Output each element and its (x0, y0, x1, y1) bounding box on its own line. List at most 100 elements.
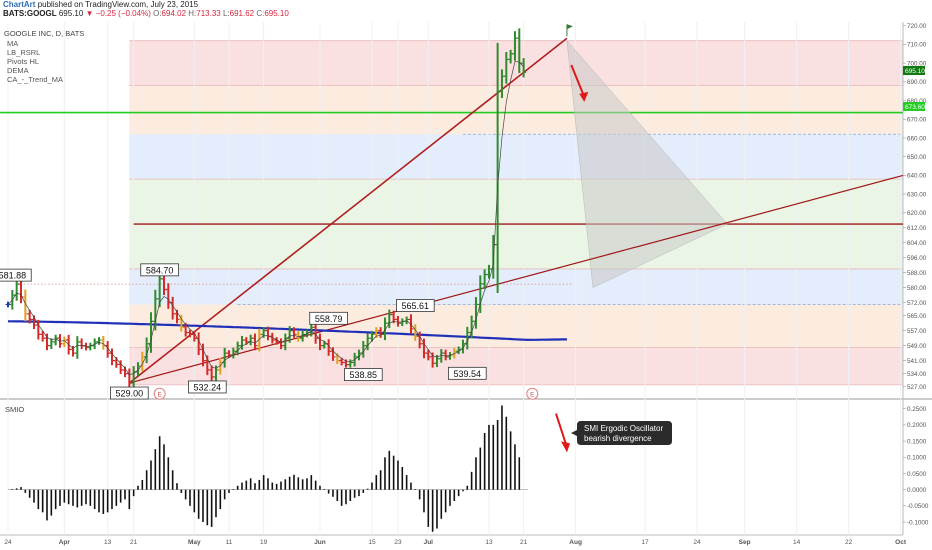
earnings-letter: E (530, 391, 535, 398)
zone-band (129, 85, 904, 135)
pivot-box (344, 368, 383, 382)
price-arrow-head (579, 91, 589, 102)
publisher-line: ChartArt published on TradingView.com, J… (3, 0, 198, 10)
trend-ma-line[interactable] (8, 320, 567, 342)
price-tick-label: 527.00 (907, 384, 927, 391)
pivot-label[interactable]: 581.88 (0, 268, 32, 282)
dema-line (7, 60, 524, 376)
price-tick-label: 557.00 (907, 328, 927, 335)
price-arrow-line (570, 64, 586, 98)
time-tick-label: Apr (59, 539, 71, 546)
time-tick-label: 24 (693, 539, 701, 546)
zone-band (129, 268, 904, 305)
pivot-label[interactable]: 565.61 (396, 299, 435, 312)
price-tick-label: 565.00 (907, 313, 927, 320)
price-tick-label: 640.00 (907, 173, 927, 180)
projection-cone-shape[interactable] (566, 39, 728, 289)
lower-trendline[interactable] (129, 174, 904, 384)
earnings-circle (526, 387, 539, 400)
level-price-badge-text: 673.60 (905, 104, 925, 111)
dema-curve[interactable] (7, 60, 524, 376)
flag-icon[interactable] (566, 24, 573, 30)
smio-tick-label: -0.1000 (907, 519, 929, 526)
level-price-badge-bg (903, 102, 925, 111)
legend-item-pivots[interactable]: Pivots HL (7, 57, 39, 66)
price-tick-label: 580.00 (907, 285, 927, 292)
pivot-box (396, 299, 435, 312)
earnings-marker[interactable]: E (153, 387, 166, 400)
price-tick-label: 690.00 (907, 79, 927, 86)
close-label: C: (256, 9, 265, 18)
pivot-text: 584.70 (146, 265, 174, 275)
pivot-text: 565.61 (402, 301, 430, 311)
price-tick-label: 680.00 (907, 98, 927, 105)
price-tick-label: 596.00 (907, 255, 927, 262)
pivot-text: 538.85 (350, 370, 378, 380)
time-tick-label: 13 (485, 539, 493, 546)
open-label: O: (153, 9, 162, 18)
price-tick-label: 620.00 (907, 210, 927, 217)
time-tick-label: 19 (260, 539, 268, 546)
price-tick-label: 612.00 (907, 225, 927, 232)
price-tick-label: 720.00 (907, 23, 927, 30)
chart-header: ChartArt published on TradingView.com, J… (0, 0, 932, 20)
low-value: 691.62 (229, 9, 255, 18)
last-price: 695.10 (58, 9, 84, 18)
smio-pane: 0.2500 0.2000 0.1500 0.1000 0.0500 0.0000 -0.0… (8, 405, 929, 532)
price-tick-label: 572.00 (907, 300, 927, 307)
time-tick-label: 17 (641, 539, 649, 546)
time-tick-label: Jun (314, 539, 326, 546)
pivot-label[interactable]: 584.70 (140, 263, 179, 277)
time-tick-label: Jul (424, 539, 434, 546)
legend-item-dema[interactable]: DEMA (7, 66, 29, 75)
price-tick-label: 534.00 (907, 371, 927, 378)
pivot-label[interactable]: 529.00 (110, 386, 149, 400)
earnings-letter: E (157, 391, 162, 398)
price-tick-label: 670.00 (907, 117, 927, 124)
price-axis: 720.00 710.00 700.00 690.00 680.00 670.00 660.… (903, 23, 927, 391)
smio-tick-label: 0.1500 (907, 438, 927, 445)
smio-tick-label: -0.0500 (907, 503, 929, 510)
pivot-text: 581.88 (0, 271, 26, 281)
pivot-label[interactable]: 538.85 (344, 368, 383, 382)
legend-item-lb-rsrl[interactable]: LB_RSRL (7, 48, 40, 57)
price-tick-label: 549.00 (907, 343, 927, 350)
zone-band (129, 347, 904, 385)
time-tick-label: Aug (569, 539, 582, 546)
pivot-box (0, 268, 32, 282)
pivot-text: 558.79 (315, 314, 343, 324)
last-price-badge: 695.10 (903, 66, 925, 75)
pivot-text: 532.24 (194, 382, 222, 392)
pivot-text: 529.00 (116, 389, 144, 399)
pivot-label[interactable]: 558.79 (309, 311, 348, 325)
time-tick-label: 15 (368, 539, 376, 546)
projection-cone (566, 39, 728, 289)
time-axis: 24 Apr 13 21 May 11 19 Jun 15 23 Jul 13 21 Aug 17 24 Sep… (4, 539, 906, 546)
legend-title: GOOGLE INC, D, BATS (4, 29, 84, 38)
published-text: published on TradingView.com, July 23, 2… (37, 0, 199, 9)
high-value: 713.33 (196, 9, 221, 18)
time-tick-label: May (188, 539, 201, 546)
publisher-link[interactable]: ChartArt (3, 0, 36, 9)
horizontal-levels (0, 111, 903, 285)
time-tick-label: 21 (130, 539, 138, 546)
time-tick-label: 14 (793, 539, 801, 546)
pivot-box (188, 380, 227, 394)
pivot-labels: 581.88 584.70 529.00 532.24 558.79 538.85 565.… (0, 263, 487, 400)
last-price-badge-text: 695.10 (905, 68, 925, 75)
time-tick-label: 23 (394, 539, 402, 546)
pivot-label[interactable]: 532.24 (188, 380, 227, 394)
legend-item-ma[interactable]: MA (7, 39, 18, 48)
callout-line-2: bearish divergence (584, 434, 652, 443)
pivot-label[interactable]: 539.54 (447, 366, 487, 380)
time-tick-label: 21 (520, 539, 528, 546)
callout-line-1: SMI Ergodic Oscillator (584, 424, 663, 433)
zone-band (129, 134, 904, 180)
pivot-box (140, 263, 179, 277)
last-price-badge-bg (903, 66, 925, 75)
earnings-marker[interactable]: E (526, 387, 539, 400)
legend-item-trend-ma[interactable]: CA_-_Trend_MA (7, 75, 63, 84)
price-bar[interactable] (521, 58, 527, 78)
